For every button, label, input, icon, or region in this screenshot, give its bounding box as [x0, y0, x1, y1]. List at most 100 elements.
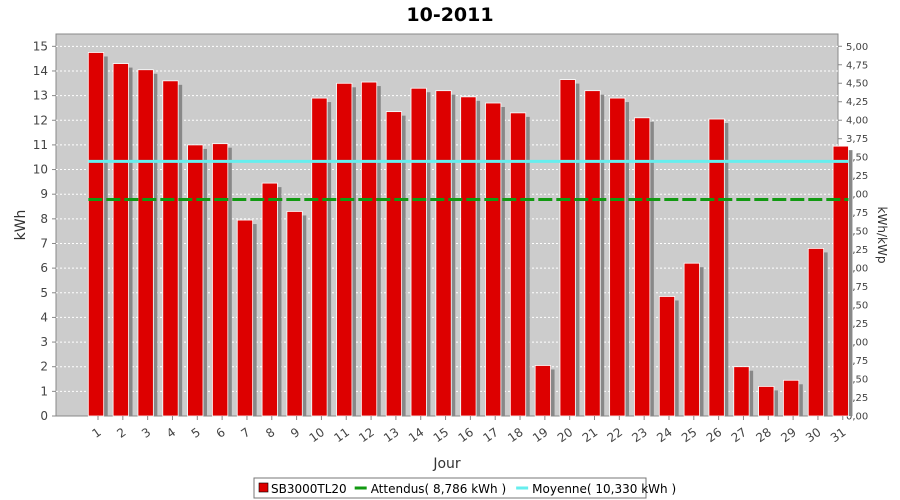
y-tick-label: 9: [40, 187, 48, 201]
y2-tick-label: 1,25: [846, 319, 868, 330]
legend-label-average: Moyenne( 10,330 kWh ): [532, 482, 676, 496]
legend-swatch-bar: [258, 482, 269, 493]
bar-13: [385, 111, 403, 417]
x-tick-label: 17: [480, 425, 501, 445]
y2-tick-label: 4,00: [846, 116, 868, 127]
y2-tick-label: 3,00: [846, 190, 868, 201]
bar-24: [658, 296, 676, 417]
bar-27: [733, 366, 750, 417]
y-tick-label: 8: [40, 212, 48, 226]
y2-tick-label: 0,50: [846, 375, 868, 386]
x-tick-label: 30: [803, 425, 824, 445]
y2-tick-label: 2,25: [846, 245, 868, 256]
y-tick-label: 5: [40, 286, 48, 300]
x-tick-label: 9: [288, 425, 302, 441]
y-tick-label: 15: [33, 39, 48, 53]
bar-19: [534, 365, 551, 417]
bar-26: [708, 118, 725, 417]
y2-tick-label: 2,00: [846, 264, 868, 275]
legend: SB3000TL20 Attendus( 8,786 kWh ) Moyenne( …: [253, 477, 676, 499]
y2-tick-label: 2,50: [846, 227, 868, 238]
x-tick-label: 19: [530, 425, 551, 445]
y2-tick-label: 2,75: [846, 208, 868, 219]
y-tick-label: 4: [40, 310, 48, 324]
y-tick-label: 3: [40, 335, 48, 349]
bar-18: [509, 112, 527, 417]
y-tick-label: 10: [33, 163, 48, 177]
bar-28: [758, 386, 775, 417]
y2-tick-label: 0,75: [846, 356, 868, 367]
bar-10: [311, 97, 328, 417]
bar-31: [832, 145, 849, 417]
bar-9: [286, 211, 303, 417]
x-tick-label: 29: [778, 425, 799, 445]
y2-tick-label: 5,00: [846, 42, 868, 53]
bar-23: [634, 117, 651, 417]
y2-tick-label: 1,75: [846, 282, 868, 293]
bar-2: [112, 63, 129, 417]
legend-label-expected: Attendus( 8,786 kWh ): [371, 482, 506, 496]
x-tick-label: 4: [164, 425, 178, 441]
x-tick-label: 23: [629, 425, 650, 445]
bar-21: [584, 90, 601, 417]
x-tick-label: 26: [704, 425, 725, 445]
y-axis-title: kWh: [13, 210, 29, 241]
x-tick-label: 5: [189, 425, 203, 441]
y2-tick-label: 1,00: [846, 338, 868, 349]
y-tick-label: 2: [40, 360, 48, 374]
y2-tick-label: 4,75: [846, 60, 868, 71]
bar-17: [485, 102, 502, 417]
bar-22: [609, 97, 626, 417]
x-tick-label: 12: [356, 425, 377, 445]
x-tick-label: 13: [381, 425, 402, 445]
x-tick-label: 18: [505, 425, 526, 445]
x-tick-label: 14: [406, 425, 427, 445]
y-tick-label: 12: [33, 113, 48, 127]
x-tick-label: 20: [555, 425, 576, 445]
y2-tick-label: 3,75: [846, 134, 868, 145]
legend-box: [253, 477, 647, 499]
x-axis-title: Jour: [432, 456, 461, 472]
x-tick-label: 6: [214, 425, 228, 441]
x-tick-label: 3: [139, 425, 153, 441]
y2-tick-label: 3,25: [846, 171, 868, 182]
plot-area: 01234567891011121314150,000,250,500,751,…: [33, 33, 868, 445]
y2-tick-label: 4,25: [846, 97, 868, 108]
bar-14: [410, 87, 427, 417]
bar-25: [683, 262, 700, 417]
bar-11: [336, 82, 353, 417]
bar-4: [162, 80, 179, 417]
y2-tick-label: 0,00: [846, 412, 868, 423]
x-tick-label: 15: [431, 425, 452, 445]
x-tick-label: 31: [828, 425, 849, 445]
y-tick-label: 7: [40, 236, 48, 250]
y-tick-label: 11: [33, 138, 48, 152]
x-tick-label: 10: [307, 425, 328, 445]
y-tick-label: 6: [40, 261, 48, 275]
x-tick-label: 8: [263, 425, 277, 441]
y2-tick-label: 3,50: [846, 153, 868, 164]
bar-1: [87, 52, 105, 417]
chart-title: 10-2011: [406, 4, 493, 26]
y2-axis-title: kWh/kWp: [875, 207, 889, 264]
y2-tick-label: 4,50: [846, 79, 868, 90]
bar-20: [559, 79, 576, 417]
y2-tick-label: 0,25: [846, 393, 868, 404]
bar-12: [360, 81, 378, 417]
bar-6: [212, 143, 229, 417]
x-tick-label: 25: [679, 425, 700, 445]
x-tick-label: 7: [238, 425, 252, 441]
bar-5: [187, 144, 204, 417]
y-tick-label: 1: [40, 384, 48, 398]
x-tick-label: 11: [331, 425, 352, 445]
y2-tick-label: 1,50: [846, 301, 868, 312]
bar-7: [236, 219, 254, 417]
y-tick-label: 13: [33, 89, 48, 103]
x-tick-label: 28: [753, 425, 774, 445]
bar-30: [807, 248, 825, 417]
x-tick-label: 2: [114, 425, 128, 441]
bar-15: [435, 90, 452, 417]
x-tick-label: 22: [605, 425, 626, 445]
